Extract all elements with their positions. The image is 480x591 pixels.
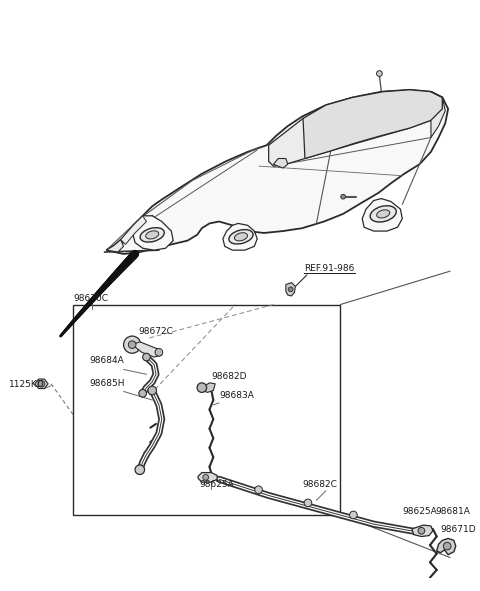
Ellipse shape — [229, 229, 253, 244]
Circle shape — [255, 486, 263, 493]
Circle shape — [135, 465, 144, 475]
Polygon shape — [198, 473, 217, 482]
Circle shape — [376, 71, 382, 76]
Polygon shape — [412, 525, 433, 537]
Text: 98672C: 98672C — [138, 327, 173, 336]
Circle shape — [143, 353, 150, 361]
Polygon shape — [286, 282, 295, 296]
Ellipse shape — [370, 206, 396, 222]
Circle shape — [341, 194, 346, 199]
Circle shape — [197, 383, 206, 392]
Text: REF.91-986: REF.91-986 — [304, 264, 354, 273]
Polygon shape — [107, 90, 448, 254]
Text: 98682C: 98682C — [302, 480, 337, 489]
Circle shape — [203, 475, 208, 480]
Polygon shape — [303, 90, 443, 158]
Polygon shape — [35, 379, 48, 388]
Polygon shape — [107, 240, 123, 252]
Text: 98685H: 98685H — [89, 379, 125, 388]
Circle shape — [148, 386, 156, 395]
Polygon shape — [133, 216, 173, 250]
Circle shape — [349, 511, 357, 519]
Text: 98625A: 98625A — [199, 480, 234, 489]
Circle shape — [128, 341, 136, 349]
Bar — [73, 304, 340, 515]
Circle shape — [444, 543, 451, 550]
Circle shape — [155, 349, 163, 356]
Circle shape — [288, 287, 293, 292]
Circle shape — [38, 381, 45, 387]
Circle shape — [304, 499, 312, 506]
Ellipse shape — [377, 210, 390, 218]
Ellipse shape — [146, 231, 159, 239]
Text: 98683A: 98683A — [219, 391, 254, 400]
Text: 98684A: 98684A — [89, 356, 124, 365]
Ellipse shape — [140, 228, 164, 242]
Circle shape — [418, 527, 425, 534]
Text: 98682D: 98682D — [211, 372, 247, 381]
Polygon shape — [269, 92, 443, 166]
Text: 98671D: 98671D — [441, 525, 476, 534]
Text: 98670C: 98670C — [73, 294, 108, 303]
Polygon shape — [431, 92, 445, 138]
Polygon shape — [274, 158, 288, 168]
Polygon shape — [362, 199, 402, 231]
Text: 98681A: 98681A — [436, 508, 470, 517]
Polygon shape — [202, 383, 215, 392]
Polygon shape — [132, 342, 162, 357]
Polygon shape — [223, 223, 257, 250]
Ellipse shape — [234, 233, 248, 241]
Polygon shape — [120, 216, 146, 245]
Circle shape — [139, 389, 146, 397]
Text: 1125KD: 1125KD — [9, 379, 45, 388]
Circle shape — [123, 336, 141, 353]
Text: 98625A: 98625A — [402, 508, 437, 517]
Polygon shape — [437, 538, 456, 555]
